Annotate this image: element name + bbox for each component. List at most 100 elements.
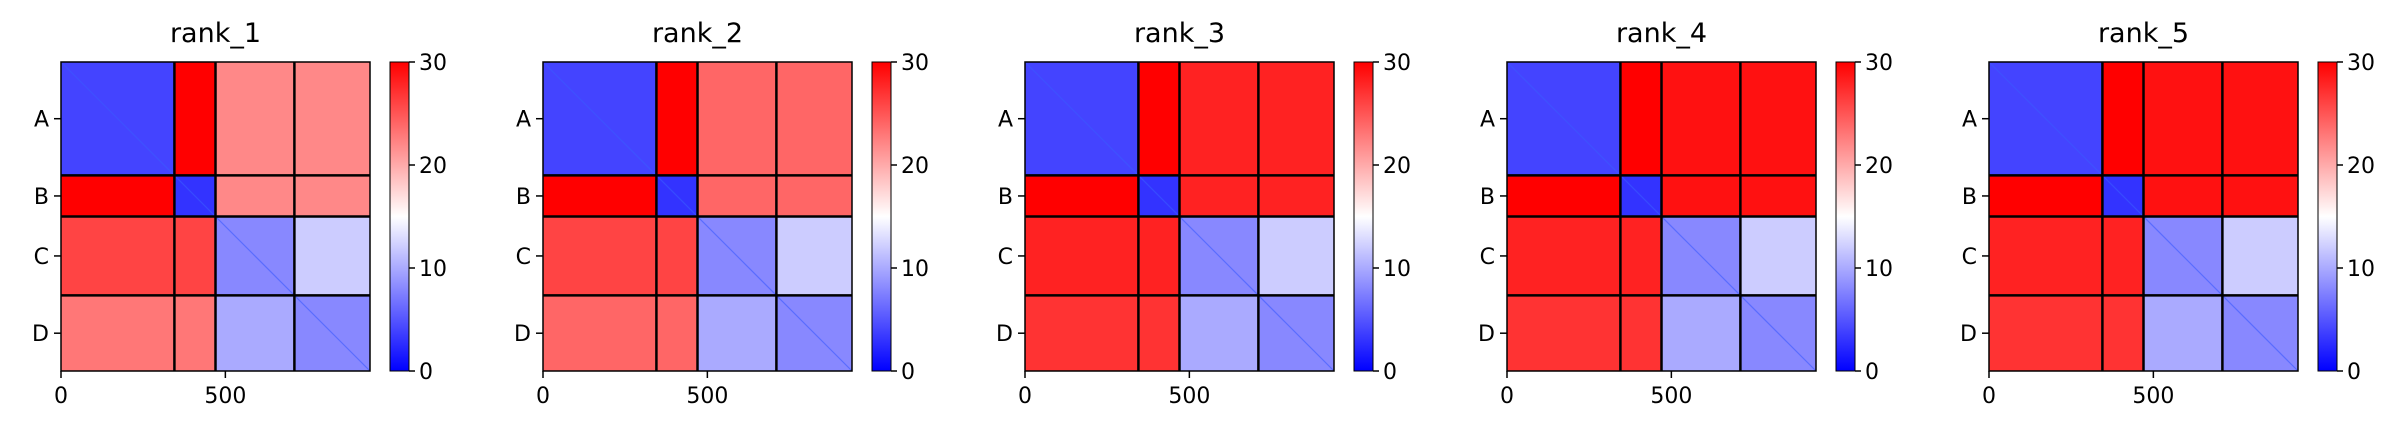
- heatmap-cell-B-D: [2222, 175, 2298, 217]
- chart-title: rank_3: [1134, 18, 1225, 49]
- x-tick-label: 0: [1982, 384, 1996, 409]
- heatmap-cell-B-A: [543, 175, 657, 217]
- heatmap-cell-C-D: [294, 216, 370, 296]
- x-tick-label: 0: [54, 384, 68, 409]
- colorbar-tick-label: 20: [1865, 154, 1893, 179]
- heatmap-cell-B-A: [1989, 175, 2103, 217]
- colorbar-tick-label: 30: [1383, 51, 1411, 76]
- heatmap-cell-C-A: [61, 216, 175, 296]
- y-tick-label: C: [998, 245, 1013, 270]
- heatmap-cell-D-A: [543, 295, 657, 371]
- heatmap-cell-B-C: [697, 175, 777, 217]
- y-tick-label: D: [1960, 322, 1977, 347]
- heatmap-cell-B-A: [1507, 175, 1621, 217]
- y-tick-label: D: [514, 322, 531, 347]
- heatmap-cell-A-C: [1179, 62, 1259, 176]
- heatmap-cell-A-B: [1138, 62, 1180, 176]
- heatmap-cell-B-C: [215, 175, 295, 217]
- heatmap-cell-A-C: [697, 62, 777, 176]
- chart-title: rank_1: [170, 18, 261, 49]
- y-tick-label: A: [516, 108, 531, 133]
- chart-title: rank_5: [2098, 18, 2189, 49]
- colorbar-tick-label: 0: [2347, 360, 2361, 385]
- heatmap-panel-5: rank_5 A B C D 0 500 0 10 20 30: [1960, 18, 2375, 409]
- heatmap-cell-C-D: [2222, 216, 2298, 296]
- heatmap-cell-C-A: [1507, 216, 1621, 296]
- colorbar-tick-label: 10: [901, 257, 929, 282]
- plot-frame: [542, 61, 853, 372]
- y-tick-label: C: [1962, 245, 1977, 270]
- heatmap-cell-C-B: [2102, 216, 2144, 296]
- heatmap-cell-B-D: [776, 175, 852, 217]
- heatmap-cell-C-B: [1620, 216, 1662, 296]
- heatmap-panel-1: rank_1 A B C D 0 500 0 10 20 30: [32, 18, 447, 409]
- x-tick-label: 0: [1018, 384, 1032, 409]
- y-tick-label: D: [32, 322, 49, 347]
- x-tick-label: 500: [1650, 384, 1692, 409]
- heatmap-cell-C-A: [543, 216, 657, 296]
- heatmap-cell-A-C: [2143, 62, 2223, 176]
- x-tick-label: 500: [204, 384, 246, 409]
- heatmap-cell-D-B: [1620, 295, 1662, 371]
- heatmap-cell-A-B: [2102, 62, 2144, 176]
- x-tick-label: 500: [1168, 384, 1210, 409]
- heatmap-cell-B-C: [2143, 175, 2223, 217]
- heatmap-cell-D-B: [1138, 295, 1180, 371]
- heatmap-cell-A-C: [1661, 62, 1741, 176]
- y-tick-label: C: [34, 245, 49, 270]
- colorbar: [871, 61, 892, 372]
- heatmap-cell-B-C: [1661, 175, 1741, 217]
- colorbar-tick-label: 0: [901, 360, 915, 385]
- heatmap-cell-D-C: [2143, 295, 2223, 371]
- colorbar-tick-label: 30: [419, 51, 447, 76]
- x-tick-label: 500: [2132, 384, 2174, 409]
- heatmap-cell-B-D: [1258, 175, 1334, 217]
- heatmap-cell-C-B: [1138, 216, 1180, 296]
- colorbar: [389, 61, 410, 372]
- plot-frame: [1506, 61, 1817, 372]
- heatmap-panel-3: rank_3 A B C D 0 500 0 10 20 30: [996, 18, 1411, 409]
- heatmap-cell-A-D: [2222, 62, 2298, 176]
- heatmap-cell-D-C: [215, 295, 295, 371]
- x-tick-label: 0: [536, 384, 550, 409]
- heatmap-cell-A-B: [656, 62, 698, 176]
- heatmap-cell-D-A: [1025, 295, 1139, 371]
- heatmap-cell-A-D: [1258, 62, 1334, 176]
- heatmap-cell-C-D: [1740, 216, 1816, 296]
- heatmap-panel-2: rank_2 A B C D 0 500 0 10 20 30: [514, 18, 929, 409]
- colorbar-tick-label: 30: [901, 51, 929, 76]
- colorbar: [2317, 61, 2338, 372]
- colorbar-tick-label: 20: [2347, 154, 2375, 179]
- heatmap-cell-C-B: [656, 216, 698, 296]
- plot-frame: [1988, 61, 2299, 372]
- colorbar-tick-label: 20: [419, 154, 447, 179]
- colorbar-tick-label: 10: [1383, 257, 1411, 282]
- heatmap-cell-D-A: [61, 295, 175, 371]
- chart-title: rank_4: [1616, 18, 1707, 49]
- heatmap-cell-A-B: [1620, 62, 1662, 176]
- plot-frame: [60, 61, 371, 372]
- y-tick-label: B: [1962, 185, 1977, 210]
- heatmap-cell-D-B: [2102, 295, 2144, 371]
- colorbar-tick-label: 20: [901, 154, 929, 179]
- colorbar-tick-label: 0: [419, 360, 433, 385]
- heatmap-cell-C-A: [1025, 216, 1139, 296]
- colorbar-tick-label: 30: [2347, 51, 2375, 76]
- heatmap-cell-C-D: [776, 216, 852, 296]
- heatmap-cell-C-D: [1258, 216, 1334, 296]
- heatmap-cell-C-B: [174, 216, 216, 296]
- colorbar-tick-label: 20: [1383, 154, 1411, 179]
- y-tick-label: B: [998, 185, 1013, 210]
- y-tick-label: B: [34, 185, 49, 210]
- heatmap-cell-B-C: [1179, 175, 1259, 217]
- y-tick-label: C: [1480, 245, 1495, 270]
- y-tick-label: A: [998, 108, 1013, 133]
- colorbar-tick-label: 0: [1383, 360, 1397, 385]
- heatmap-cell-D-A: [1507, 295, 1621, 371]
- colorbar-tick-label: 30: [1865, 51, 1893, 76]
- heatmap-cell-A-C: [215, 62, 295, 176]
- y-tick-label: D: [1478, 322, 1495, 347]
- x-tick-label: 0: [1500, 384, 1514, 409]
- y-tick-label: A: [1480, 108, 1495, 133]
